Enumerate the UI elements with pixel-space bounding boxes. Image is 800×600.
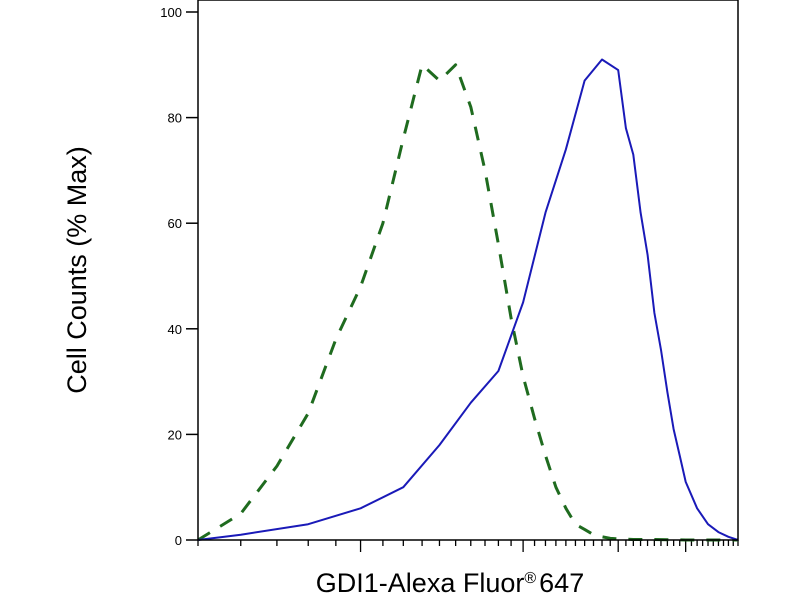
x-axis-title-mark: ® [524,570,536,587]
y-tick-label: 40 [168,322,182,337]
plot-frame [197,0,739,541]
x-axis-title-main: GDI1-Alexa Fluor [316,568,525,598]
x-axis-ticks [197,540,739,552]
y-tick-label: 0 [175,533,182,548]
y-tick-label: 20 [168,427,182,442]
y-axis-ticks: 0 20 40 60 80 100 [160,5,198,548]
y-tick-label: 80 [168,111,182,126]
series-layer [197,58,739,542]
series-line-solid [197,58,739,541]
series-line-dashed [197,63,738,542]
y-tick-label: 60 [168,216,182,231]
y-tick-label: 100 [160,5,182,20]
x-axis-title-suffix: 647 [539,568,584,598]
x-axis-title: GDI1-Alexa Fluor® 647 [316,568,584,598]
y-axis-title: Cell Counts (% Max) [62,146,92,394]
